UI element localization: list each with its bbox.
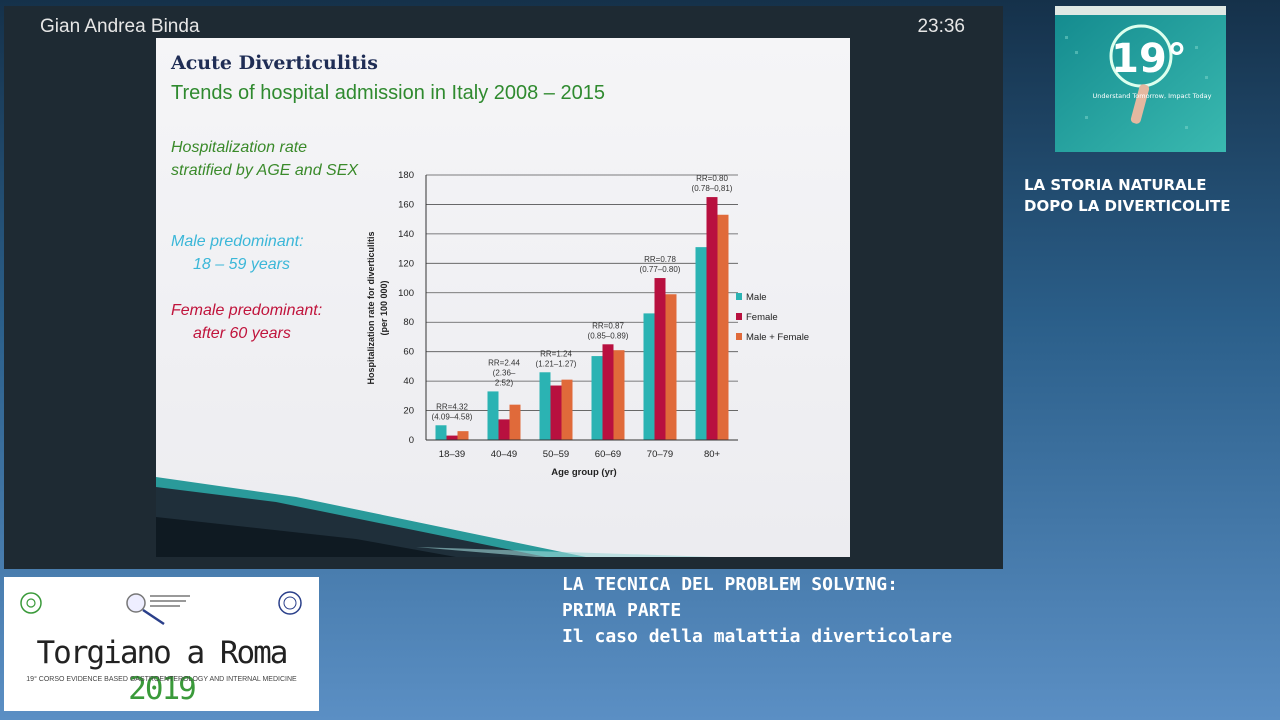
x-tick-label: 18–39 xyxy=(439,449,465,460)
rr-annotation: (0.77–0.80) xyxy=(640,265,681,274)
thumb-tagline: Understand Tomorrow, Impact Today xyxy=(1093,92,1212,100)
legend-swatch xyxy=(736,293,742,300)
bar-female-2 xyxy=(550,385,562,440)
gastro-logo-icon xyxy=(20,592,42,614)
x-tick-label: 60–69 xyxy=(595,449,621,460)
talk-title: LA TECNICA DEL PROBLEM SOLVING: PRIMA PA… xyxy=(562,574,953,647)
y-tick-label: 40 xyxy=(403,376,414,387)
rr-annotation: RR=0.87 xyxy=(592,321,624,330)
legend-label: Male + Female xyxy=(746,332,809,343)
note-stratification: Hospitalization rate stratified by AGE a… xyxy=(171,139,359,179)
rr-annotation: (2.36– xyxy=(493,368,516,377)
x-tick-label: 70–79 xyxy=(647,449,673,460)
course-logo-panel: Torgiano a Roma 2019 19° CORSO EVIDENCE … xyxy=(4,577,319,711)
y-tick-label: 180 xyxy=(398,170,414,181)
rr-annotation: (0.78–0,81) xyxy=(692,184,733,193)
x-tick-label: 40–49 xyxy=(491,449,517,460)
y-tick-label: 120 xyxy=(398,258,414,269)
bar-male-female-4 xyxy=(665,294,677,440)
university-seal-icon xyxy=(278,591,302,615)
bar-female-3 xyxy=(602,344,614,440)
bar-male-female-1 xyxy=(509,404,521,440)
rr-annotation: RR=4.32 xyxy=(436,402,468,411)
bar-female-1 xyxy=(498,419,510,440)
conference-logo-image: 19° Understand Tomorrow, Impact Today xyxy=(1055,6,1226,152)
speaker-name: Gian Andrea Binda xyxy=(40,16,200,37)
rr-annotation: RR=1.24 xyxy=(540,349,572,358)
y-tick-label: 0 xyxy=(409,435,414,446)
y-tick-label: 100 xyxy=(398,288,414,299)
bar-male-2 xyxy=(539,372,551,440)
x-tick-label: 80+ xyxy=(704,449,721,460)
note-male-predominant: Male predominant: 18 – 59 years xyxy=(171,233,304,273)
rr-annotation: (1.21–1.27) xyxy=(536,359,577,368)
bar-male-female-0 xyxy=(457,431,469,440)
bar-male-0 xyxy=(435,425,447,440)
bar-male-female-2 xyxy=(561,379,573,440)
y-tick-label: 160 xyxy=(398,199,414,210)
y-tick-label: 140 xyxy=(398,229,414,240)
sponsor-icons xyxy=(20,591,302,626)
hospitalization-bar-chart: 0 20 40 60 80 100 120 140 160 180 18–39 40–49 50–59 6… xyxy=(366,170,809,478)
conference-thumbnail: 19° Understand Tomorrow, Impact Today xyxy=(1055,6,1226,152)
rr-annotation: RR=0.78 xyxy=(644,255,676,264)
video-timestamp: 23:36 xyxy=(917,16,965,37)
legend-swatch xyxy=(736,313,742,320)
y-tick-label: 20 xyxy=(403,406,414,417)
legend-swatch xyxy=(736,333,742,340)
bar-male-female-3 xyxy=(613,350,625,440)
legend-label: Male xyxy=(746,292,767,303)
slide-decoration xyxy=(156,477,716,557)
bar-male-female-5 xyxy=(717,214,729,440)
course-logo-text: Torgiano a Roma 2019 xyxy=(36,635,289,707)
x-axis-label: Age group (yr) xyxy=(551,467,616,478)
y-tick-label: 60 xyxy=(403,347,414,358)
note-female-predominant: Female predominant: after 60 years xyxy=(171,302,323,342)
course-logo-subtitle: 19° CORSO EVIDENCE BASED GASTROENTEROLOG… xyxy=(26,676,297,683)
bar-male-1 xyxy=(487,391,499,440)
x-tick-label: 50–59 xyxy=(543,449,569,460)
bar-female-5 xyxy=(706,197,718,440)
bar-male-3 xyxy=(591,356,603,440)
video-frame[interactable]: Gian Andrea Binda 23:36 Acute Diverticul… xyxy=(4,6,1003,569)
bar-female-0 xyxy=(446,435,458,440)
presentation-slide: Acute Diverticulitis Trends of hospital … xyxy=(156,38,850,557)
bar-male-5 xyxy=(695,247,707,440)
y-axis-label: Hospitalization rate for diverticulitis xyxy=(366,231,376,384)
rr-annotation: (4.09–4.58) xyxy=(432,412,473,421)
bar-female-4 xyxy=(654,278,666,440)
rr-annotation: RR=2.44 xyxy=(488,358,520,367)
magnifier-logo-icon xyxy=(126,593,190,626)
thumb-badge: 19° xyxy=(1111,36,1187,82)
bar-male-4 xyxy=(643,313,655,440)
y-tick-label: 80 xyxy=(403,317,414,328)
slide-title: Acute Diverticulitis xyxy=(171,52,378,74)
sidebar-title: LA STORIA NATURALE DOPO LA DIVERTICOLITE xyxy=(1024,176,1231,215)
rr-annotation: 2.52) xyxy=(495,378,514,387)
legend-label: Female xyxy=(746,312,778,323)
rr-annotation: RR=0.80 xyxy=(696,174,728,183)
y-axis-label-unit: (per 100 000) xyxy=(379,280,389,335)
slide-subtitle: Trends of hospital admission in Italy 20… xyxy=(171,82,605,104)
rr-annotation: (0.85–0.89) xyxy=(588,331,629,340)
